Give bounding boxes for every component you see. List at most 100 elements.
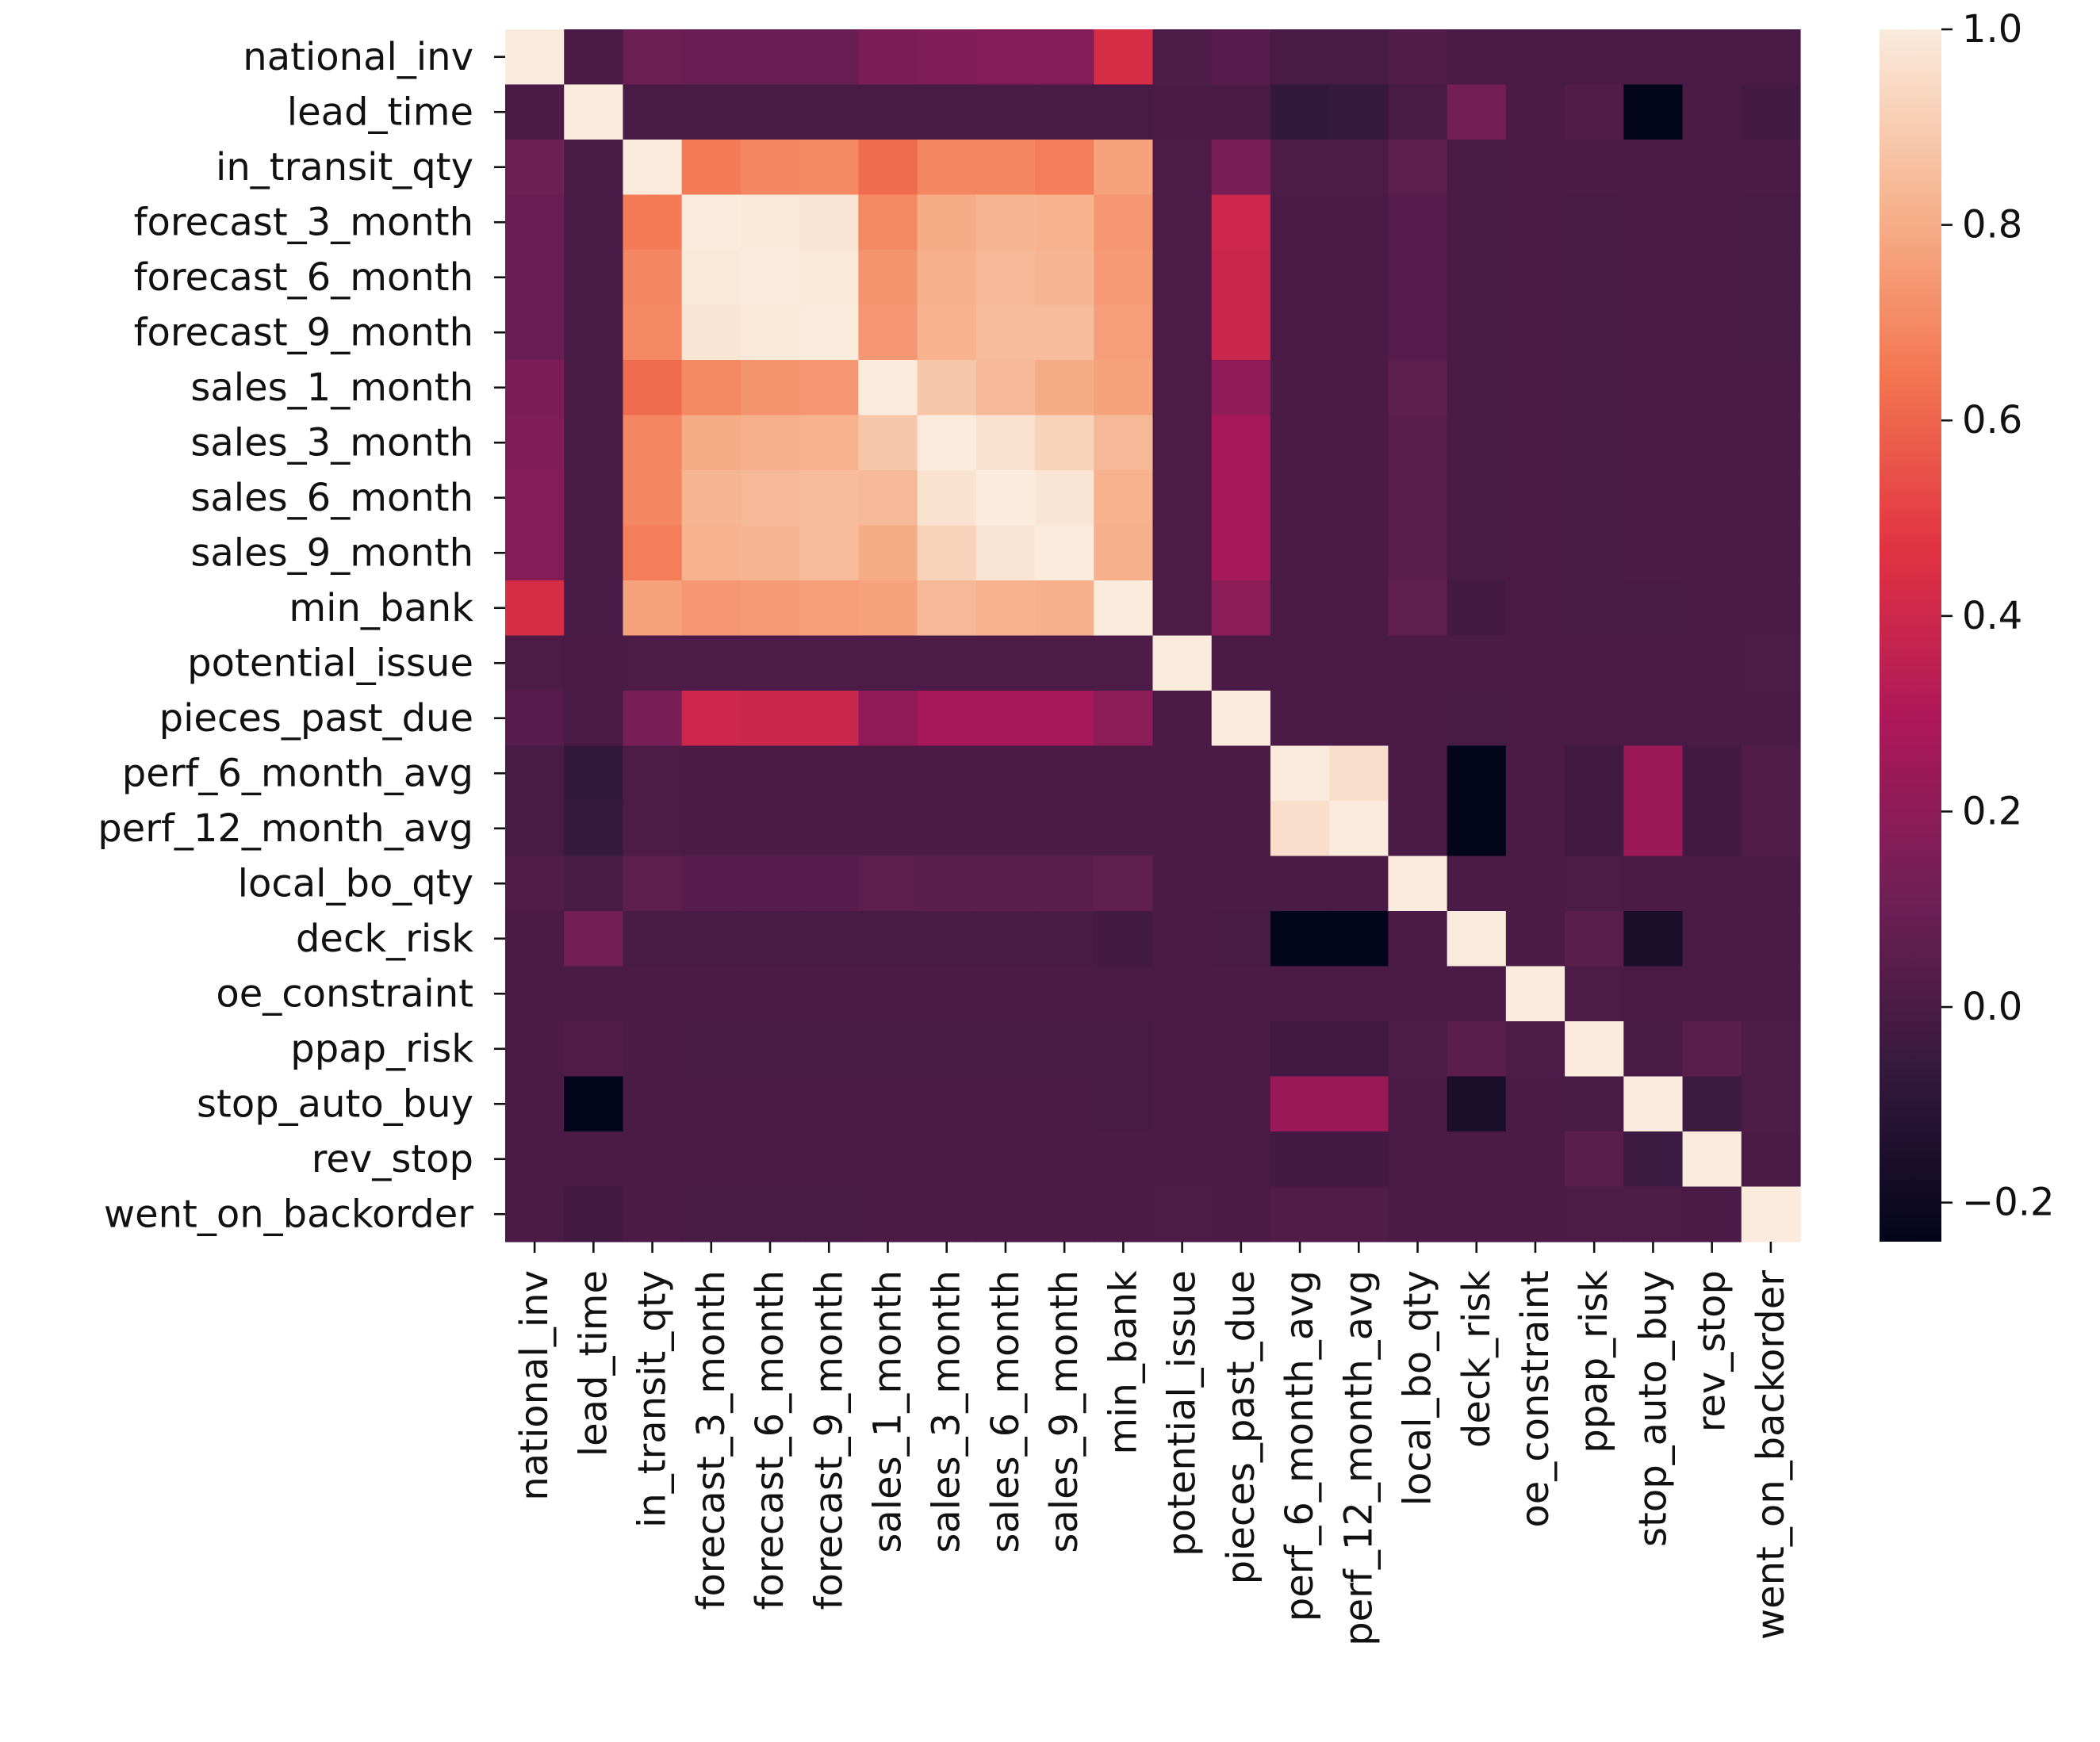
x-tick-label: in_transit_qty xyxy=(630,1270,675,1528)
heatmap-cell xyxy=(1623,1186,1684,1242)
heatmap-cell xyxy=(564,911,624,967)
heatmap-cell xyxy=(1565,470,1624,526)
heatmap-cell xyxy=(1094,635,1154,691)
heatmap-cell xyxy=(1388,1186,1448,1242)
heatmap-cell xyxy=(1505,745,1565,802)
heatmap-cell xyxy=(1211,1076,1271,1132)
heatmap-cell xyxy=(1682,470,1742,526)
y-tick-label: went_on_backorder xyxy=(104,1192,473,1236)
heatmap-cell xyxy=(1152,415,1213,471)
heatmap-cell xyxy=(1505,29,1565,86)
heatmap-cell xyxy=(1270,470,1330,526)
heatmap-cell xyxy=(1270,29,1330,86)
heatmap-cell xyxy=(1035,580,1094,637)
heatmap-cell xyxy=(975,525,1036,581)
heatmap-cell xyxy=(1035,84,1094,140)
heatmap-cell xyxy=(1505,1186,1565,1242)
heatmap-cell xyxy=(1035,29,1094,86)
heatmap-cell xyxy=(1565,1021,1624,1078)
heatmap-cell xyxy=(505,745,565,802)
x-tick-label: went_on_backorder xyxy=(1749,1270,1793,1640)
heatmap-cell xyxy=(1505,470,1565,526)
heatmap-cell xyxy=(1270,1021,1330,1078)
heatmap-cell xyxy=(975,1021,1036,1078)
heatmap-cell xyxy=(1152,194,1213,251)
heatmap-cells xyxy=(505,29,1801,1242)
heatmap-cell xyxy=(1152,1131,1213,1188)
heatmap-cell xyxy=(623,580,683,637)
y-tick-label: oe_constraint xyxy=(216,971,473,1016)
heatmap-cell xyxy=(505,29,565,86)
heatmap-cell xyxy=(1447,635,1507,691)
heatmap-cell xyxy=(1682,194,1742,251)
heatmap-cell xyxy=(1388,635,1448,691)
heatmap-cell xyxy=(1270,415,1330,471)
y-tick-label: lead_time xyxy=(287,90,473,134)
heatmap-cell xyxy=(1623,525,1684,581)
heatmap-cell xyxy=(1211,745,1271,802)
heatmap-cell xyxy=(681,856,742,912)
heatmap-cell xyxy=(858,304,918,361)
heatmap-cell xyxy=(623,360,683,416)
heatmap-cell xyxy=(1388,470,1448,526)
heatmap-cell xyxy=(1211,29,1271,86)
heatmap-cell xyxy=(917,525,977,581)
heatmap-cell xyxy=(1211,856,1271,912)
heatmap-cell xyxy=(799,911,859,967)
heatmap-cell xyxy=(623,691,683,747)
heatmap-cell xyxy=(681,1021,742,1078)
heatmap-cell xyxy=(858,1131,918,1188)
heatmap-cell xyxy=(1741,84,1801,140)
heatmap-cell xyxy=(1682,580,1742,637)
heatmap-cell xyxy=(975,470,1036,526)
heatmap-cell xyxy=(564,691,624,747)
heatmap-cell xyxy=(1682,1131,1742,1188)
heatmap-cell xyxy=(1447,360,1507,416)
heatmap-cell xyxy=(1388,801,1448,857)
heatmap-cell xyxy=(917,856,977,912)
x-tick-label: sales_6_month xyxy=(983,1270,1028,1553)
heatmap-cell xyxy=(740,84,800,140)
heatmap-cell xyxy=(1505,250,1565,306)
heatmap-cell xyxy=(1505,304,1565,361)
heatmap-cell xyxy=(740,966,800,1022)
heatmap-cell xyxy=(505,856,565,912)
heatmap-cell xyxy=(505,1131,565,1188)
heatmap-cell xyxy=(799,635,859,691)
heatmap-cell xyxy=(740,415,800,471)
heatmap-cell xyxy=(623,194,683,251)
heatmap-cell xyxy=(1152,1076,1213,1132)
heatmap-cell xyxy=(1152,84,1213,140)
heatmap-cell xyxy=(1270,911,1330,967)
heatmap-cell xyxy=(1211,415,1271,471)
heatmap-cell xyxy=(1035,250,1094,306)
heatmap-cell xyxy=(1094,1021,1154,1078)
heatmap-cell xyxy=(1035,801,1094,857)
heatmap-cell xyxy=(1447,691,1507,747)
heatmap-cell xyxy=(1035,360,1094,416)
heatmap-cell xyxy=(681,1076,742,1132)
heatmap-cell xyxy=(1565,691,1624,747)
colorbar-tick-label: −0.2 xyxy=(1962,1181,2055,1225)
heatmap-cell xyxy=(1211,801,1271,857)
heatmap-cell xyxy=(1505,856,1565,912)
colorbar: 1.0 0.8 0.6 0.4 0.2 0.0 −0.2 xyxy=(1880,7,2055,1242)
heatmap-cell xyxy=(1682,415,1742,471)
y-tick-label: perf_12_month_avg xyxy=(98,806,473,851)
heatmap-cell xyxy=(1211,360,1271,416)
x-tick-label: forecast_3_month xyxy=(689,1270,734,1610)
heatmap-cell xyxy=(858,470,918,526)
heatmap-cell xyxy=(1623,966,1684,1022)
heatmap-cell xyxy=(858,856,918,912)
heatmap-cell xyxy=(975,360,1036,416)
heatmap-cell xyxy=(740,1131,800,1188)
heatmap-cell xyxy=(1329,1186,1389,1242)
heatmap-cell xyxy=(1329,360,1389,416)
heatmap-cell xyxy=(1329,745,1389,802)
heatmap-cell xyxy=(799,691,859,747)
colorbar-gradient xyxy=(1880,29,1941,1242)
heatmap-cell xyxy=(917,801,977,857)
heatmap-cell xyxy=(681,1186,742,1242)
heatmap-cell xyxy=(1623,1021,1684,1078)
heatmap-cell xyxy=(1329,415,1389,471)
